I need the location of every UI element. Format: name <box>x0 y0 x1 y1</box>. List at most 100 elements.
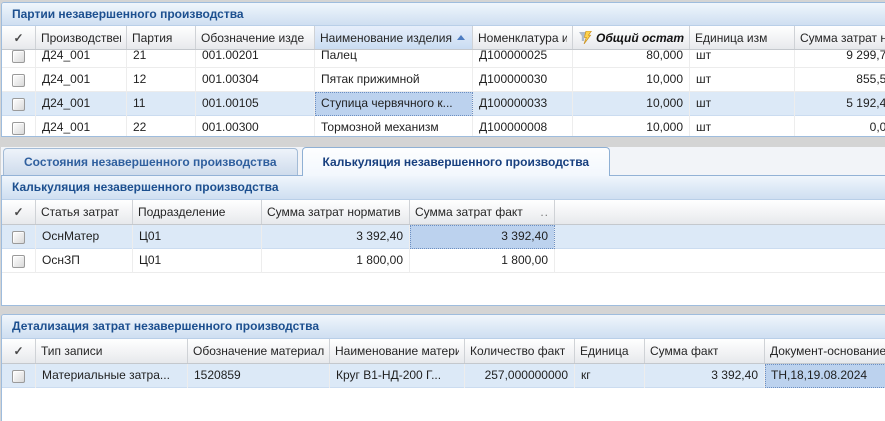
cell-product-code[interactable]: 001.00105 <box>196 92 315 116</box>
col-header-unit[interactable]: Единица <box>575 339 645 363</box>
col-header-qty-fact[interactable]: Количество факт <box>465 339 575 363</box>
cell-product-code[interactable]: 001.00201 <box>196 50 315 67</box>
col-header-cost-item[interactable]: Статья затрат <box>36 200 133 224</box>
col-header-select[interactable]: ✓ <box>2 26 36 49</box>
col-header-batch[interactable]: Партия <box>127 26 196 49</box>
row-checkbox-cell <box>2 364 36 388</box>
cell-material-code[interactable]: 1520859 <box>188 364 330 388</box>
col-header-record-type[interactable]: Тип записи <box>36 339 188 363</box>
cell-product-name[interactable]: Палец <box>315 50 473 67</box>
cell-prod-order[interactable]: Д24_001 <box>36 50 127 67</box>
cell-qty-fact[interactable]: 257,000000000 <box>465 364 575 388</box>
row-checkbox-cell <box>2 92 36 116</box>
cell-cost-norm[interactable]: 1 800,00 <box>262 249 410 273</box>
table-row[interactable]: Д24_001 21 001.00201 Палец Д100000025 80,000 ш… <box>2 50 885 68</box>
tab-wip-states[interactable]: Состояния незавершенного производства <box>3 148 298 175</box>
cell-nomenclature[interactable]: Д100000025 <box>473 50 573 67</box>
col-header-product-name[interactable]: Наименование изделия <box>315 26 473 49</box>
wip-batches-panel: Партии незавершенного производства ✓ Прои… <box>1 2 885 137</box>
col-header-cost-norm[interactable]: Сумма затрат норматив <box>262 200 410 224</box>
cell-cost-norm[interactable]: 5 192,40 <box>795 92 885 116</box>
col-header-base-document[interactable]: Документ-основание (ти <box>765 339 885 363</box>
header-overflow-dots: .. <box>540 205 549 219</box>
cell-unit[interactable]: кг <box>575 364 645 388</box>
row-checkbox[interactable] <box>12 97 25 111</box>
cell-cost-item[interactable]: ОснЗП <box>36 249 133 273</box>
cell-unit[interactable]: шт <box>690 92 795 116</box>
table-row[interactable]: Д24_001 12 001.00304 Пятак прижимной Д100000… <box>2 68 885 92</box>
row-checkbox[interactable] <box>12 121 25 135</box>
cell-cost-norm[interactable]: 9 299,70 <box>795 50 885 67</box>
grid-header-row: ✓ Статья затрат Подразделение Сумма затрат … <box>2 200 885 225</box>
cell-product-name[interactable]: Ступица червячного к... <box>315 92 473 116</box>
table-row[interactable]: ОснЗП Ц01 1 800,00 1 800,00 <box>2 249 885 273</box>
cell-total-rest[interactable]: 10,000 <box>573 92 690 116</box>
col-header-label: Номенклатура и <box>478 30 567 45</box>
col-header-label: Сумма затрат норматив <box>267 205 401 219</box>
cell-unit[interactable]: шт <box>690 50 795 67</box>
col-header-prod-order[interactable]: Производствен <box>36 26 127 49</box>
col-header-label: Партия <box>132 30 173 45</box>
cell-prod-order[interactable]: Д24_001 <box>36 92 127 116</box>
cell-product-code[interactable]: 001.00304 <box>196 68 315 92</box>
cell-product-name[interactable]: Пятак прижимной <box>315 68 473 92</box>
col-header-department[interactable]: Подразделение <box>133 200 262 224</box>
cell-material-name[interactable]: Круг В1-НД-200 Г... <box>330 364 465 388</box>
row-checkbox[interactable] <box>12 50 25 63</box>
cell-base-document[interactable]: ТН,18,19.08.2024 <box>765 364 885 388</box>
row-checkbox[interactable] <box>12 230 25 244</box>
cell-cost-fact[interactable]: 3 392,40 <box>410 225 555 249</box>
cell-unit[interactable]: шт <box>690 68 795 92</box>
col-header-label: Наименование изделия <box>320 30 452 45</box>
cell-cost-norm[interactable]: 855,50 <box>795 68 885 92</box>
cell-cost-norm[interactable]: 3 392,40 <box>262 225 410 249</box>
cell-prod-order[interactable]: Д24_001 <box>36 116 127 136</box>
cell-cost-item[interactable]: ОснМатер <box>36 225 133 249</box>
cell-cost-fact[interactable]: 1 800,00 <box>410 249 555 273</box>
table-row[interactable]: Д24_001 11 001.00105 Ступица червячного к..… <box>2 92 885 116</box>
cell-batch[interactable]: 12 <box>127 68 196 92</box>
col-header-cost-fact[interactable]: Сумма затрат факт.. <box>410 200 555 224</box>
col-header-label: Обозначение изде <box>201 30 305 45</box>
select-all-checkmark-icon: ✓ <box>13 30 24 45</box>
col-header-cost-norm[interactable]: Сумма затрат норматив <box>795 26 885 49</box>
select-all-checkmark-icon: ✓ <box>13 344 24 358</box>
row-checkbox[interactable] <box>12 73 25 87</box>
cell-product-name[interactable]: Тормозной механизм <box>315 116 473 136</box>
col-header-material-name[interactable]: Наименование матери <box>330 339 465 363</box>
col-header-label: Статья затрат <box>41 205 120 219</box>
tab-wip-calculation[interactable]: Калькуляция незавершенного производства <box>301 147 611 176</box>
col-header-label: Производствен <box>41 30 121 45</box>
cell-total-rest[interactable]: 80,000 <box>573 50 690 67</box>
col-header-select[interactable]: ✓ <box>2 200 36 224</box>
col-header-label: Сумма факт <box>650 344 719 358</box>
row-checkbox[interactable] <box>12 254 25 268</box>
table-row[interactable]: Материальные затра... 1520859 Круг В1-НД-2… <box>2 364 885 388</box>
cell-department[interactable]: Ц01 <box>133 249 262 273</box>
col-header-select[interactable]: ✓ <box>2 339 36 363</box>
col-header-unit[interactable]: Единица изм <box>690 26 795 49</box>
row-checkbox[interactable] <box>12 369 25 383</box>
table-row[interactable]: Д24_001 22 001.00300 Тормозной механизм Д100… <box>2 116 885 136</box>
cell-batch[interactable]: 22 <box>127 116 196 136</box>
cell-batch[interactable]: 11 <box>127 92 196 116</box>
cell-unit[interactable]: шт <box>690 116 795 136</box>
cell-batch[interactable]: 21 <box>127 50 196 67</box>
table-row[interactable]: ОснМатер Ц01 3 392,40 3 392,40 <box>2 225 885 249</box>
col-header-nomenclature[interactable]: Номенклатура и <box>473 26 573 49</box>
cell-record-type[interactable]: Материальные затра... <box>36 364 188 388</box>
col-header-sum-fact[interactable]: Сумма факт <box>645 339 765 363</box>
cell-department[interactable]: Ц01 <box>133 225 262 249</box>
cell-nomenclature[interactable]: Д100000033 <box>473 92 573 116</box>
cell-nomenclature[interactable]: Д100000030 <box>473 68 573 92</box>
cell-total-rest[interactable]: 10,000 <box>573 68 690 92</box>
cell-sum-fact[interactable]: 3 392,40 <box>645 364 765 388</box>
col-header-product-code[interactable]: Обозначение изде <box>196 26 315 49</box>
cell-cost-norm[interactable]: 0,00 <box>795 116 885 136</box>
col-header-material-code[interactable]: Обозначение материал <box>188 339 330 363</box>
cell-prod-order[interactable]: Д24_001 <box>36 68 127 92</box>
cell-nomenclature[interactable]: Д100000008 <box>473 116 573 136</box>
col-header-total-rest[interactable]: Общий остат <box>573 26 690 49</box>
cell-total-rest[interactable]: 10,000 <box>573 116 690 136</box>
cell-product-code[interactable]: 001.00300 <box>196 116 315 136</box>
